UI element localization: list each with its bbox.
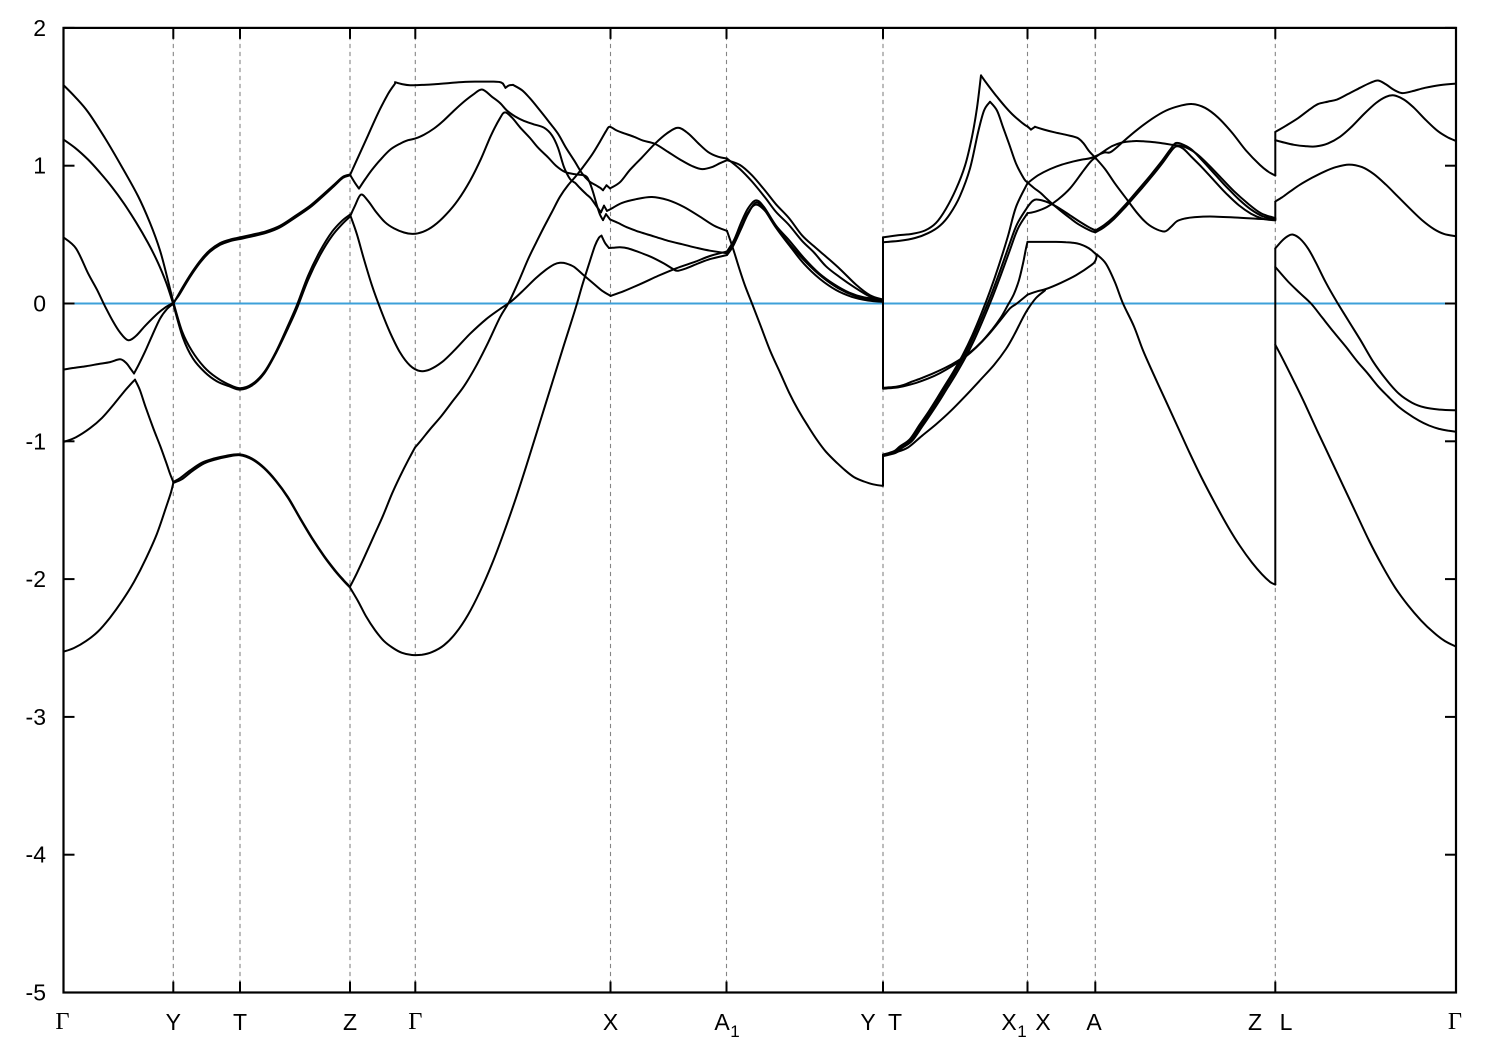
svg-text:-4: -4 [26, 842, 47, 868]
svg-text:1: 1 [33, 153, 46, 179]
svg-text:-5: -5 [26, 980, 46, 1006]
svg-text:Γ: Γ [1448, 1008, 1462, 1035]
svg-text:Z: Z [1248, 1009, 1262, 1035]
svg-text:X: X [603, 1009, 618, 1035]
svg-text:Γ: Γ [55, 1008, 69, 1035]
svg-text:2: 2 [33, 15, 46, 41]
svg-text:T: T [888, 1009, 902, 1035]
svg-text:T: T [233, 1009, 247, 1035]
svg-text:X: X [1001, 1009, 1016, 1035]
svg-text:Z: Z [343, 1009, 357, 1035]
svg-text:A: A [1086, 1009, 1102, 1035]
svg-text:1: 1 [1017, 1022, 1026, 1041]
svg-text:0: 0 [33, 291, 46, 317]
svg-text:-1: -1 [26, 428, 46, 454]
svg-text:-3: -3 [26, 704, 46, 730]
svg-text:Y: Y [166, 1009, 181, 1035]
svg-text:-2: -2 [26, 566, 46, 592]
svg-text:A: A [714, 1009, 730, 1035]
svg-text:1: 1 [730, 1022, 739, 1041]
svg-text:X: X [1035, 1009, 1050, 1035]
svg-text:Y: Y [860, 1009, 875, 1035]
svg-text:L: L [1280, 1009, 1293, 1035]
svg-text:Γ: Γ [408, 1008, 422, 1035]
